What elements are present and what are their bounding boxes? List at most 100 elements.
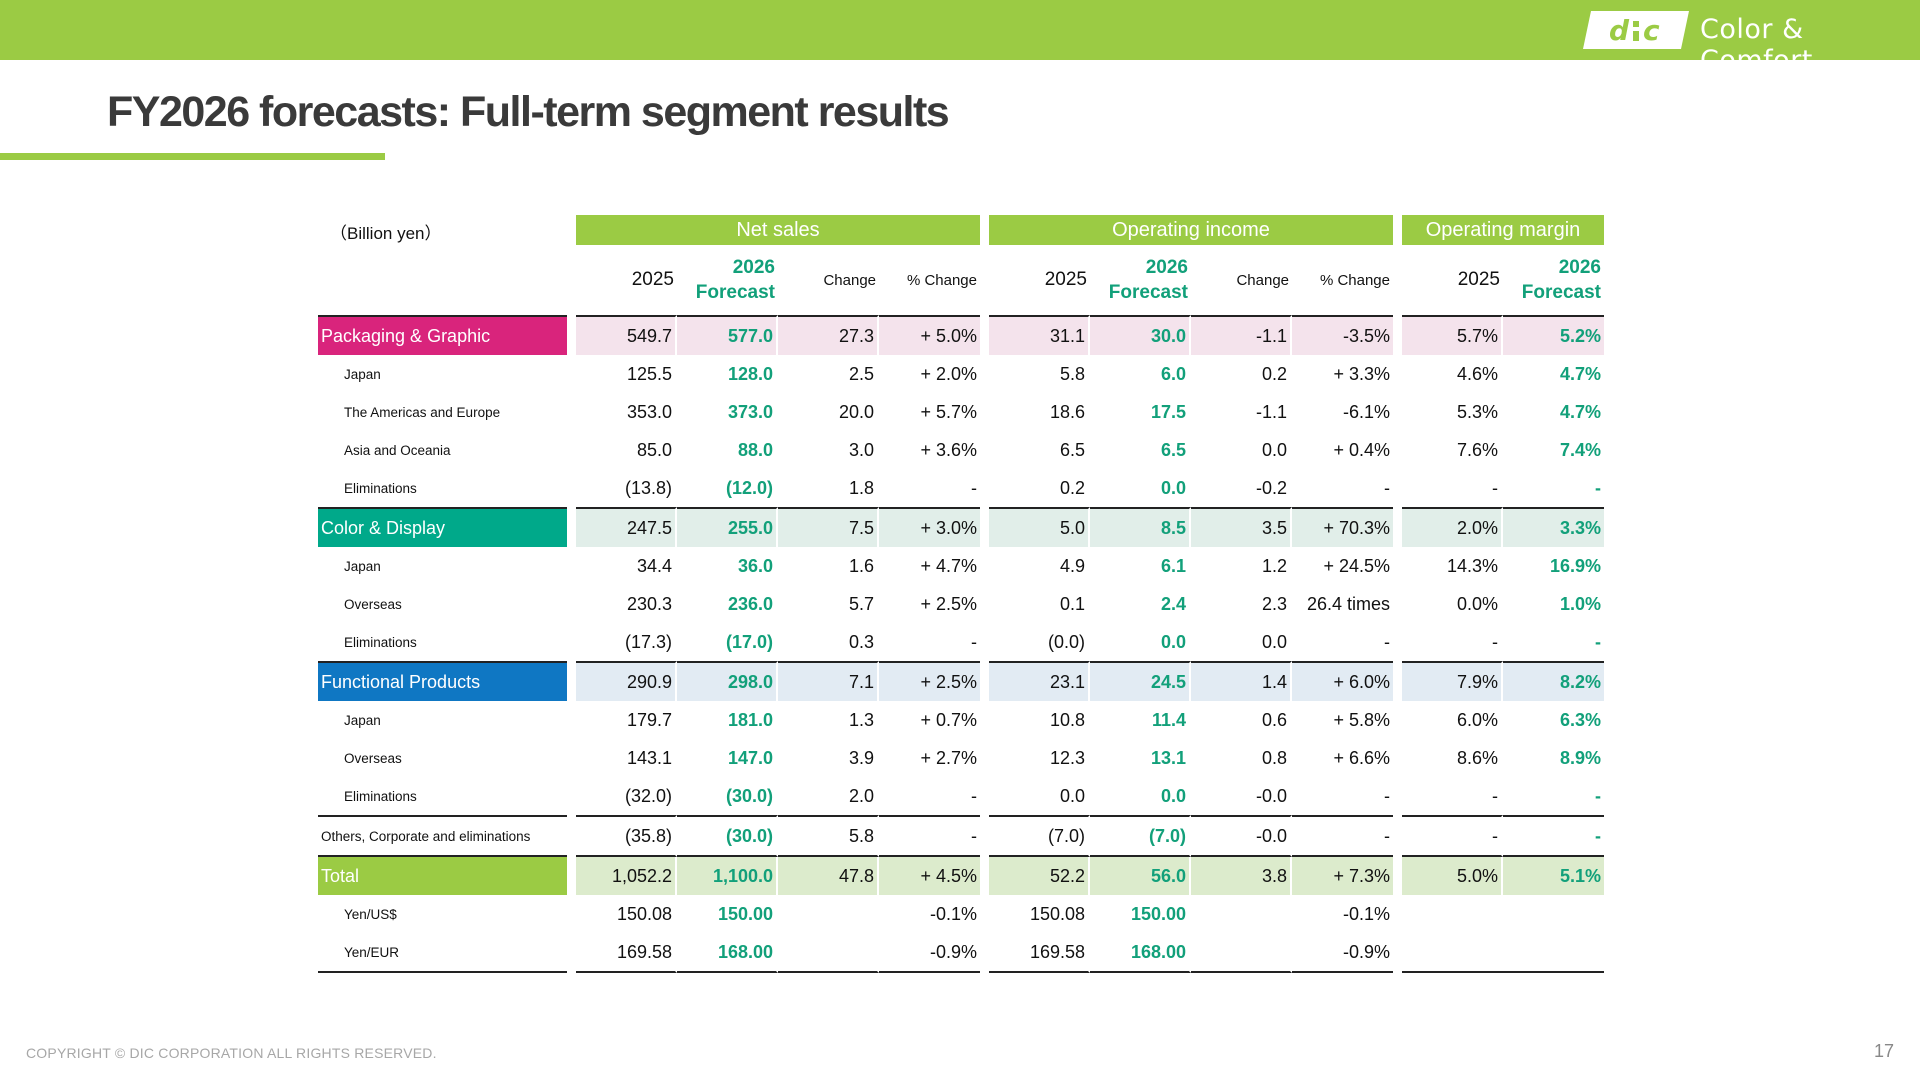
table-cell: 169.58 bbox=[989, 933, 1090, 973]
table-cell: -3.5% bbox=[1292, 315, 1393, 355]
table-cell: -0.1% bbox=[929, 903, 977, 924]
table-cell: 150.08 bbox=[576, 895, 677, 933]
table-cell: 7.5 bbox=[778, 507, 879, 547]
table-cell: (0.0) bbox=[989, 623, 1090, 661]
table-cell bbox=[1503, 895, 1604, 933]
col-2025: 2025 bbox=[1044, 269, 1087, 290]
table-cell: 549.7 bbox=[576, 315, 677, 355]
table-row: Color & Display 247.5 255.0 7.5 + 3.0% 5.0 8.5… bbox=[318, 507, 1604, 547]
table-cell: 4.7% bbox=[1559, 401, 1601, 422]
col-2025: 2025 bbox=[631, 269, 674, 290]
table-cell: - bbox=[1595, 477, 1601, 498]
table-cell: 0.0 bbox=[1090, 469, 1191, 507]
col-2026-forecast: 2026 Forecast bbox=[1108, 257, 1188, 303]
table-cell: + 70.3% bbox=[1292, 507, 1393, 547]
table-cell: - bbox=[1384, 785, 1390, 806]
table-cell: 31.1 bbox=[989, 315, 1090, 355]
table-cell: 3.9 bbox=[778, 739, 879, 777]
table-cell: 2.0 bbox=[778, 777, 879, 815]
table-cell: 2.5 bbox=[778, 355, 879, 393]
table-cell: 150.08 bbox=[989, 895, 1090, 933]
table-cell: 298.0 bbox=[677, 661, 778, 701]
table-cell: 3.8 bbox=[1191, 857, 1292, 895]
table-cell: 5.2% bbox=[1503, 315, 1604, 355]
table-cell: (7.0) bbox=[1090, 815, 1191, 857]
table-cell: 27.3 bbox=[778, 315, 879, 355]
copyright-notice: COPYRIGHT © DIC CORPORATION ALL RIGHTS R… bbox=[26, 1045, 437, 1061]
table-cell: 2.0% bbox=[1402, 507, 1503, 547]
table-cell: - bbox=[971, 631, 977, 652]
table-cell: 168.00 bbox=[677, 933, 778, 973]
table-cell: 36.0 bbox=[677, 547, 778, 585]
table-cell: -0.0 bbox=[1191, 815, 1292, 857]
table-row: Yen/EUR 169.58 168.00 -0.9% 169.58 168.00 -0.9… bbox=[318, 933, 1604, 973]
table-row: Eliminations (13.8) (12.0) 1.8-0.2 0.0 -0.2- -… bbox=[318, 469, 1604, 507]
table-cell: 1.8 bbox=[778, 469, 879, 507]
table-cell: + 4.5% bbox=[879, 857, 980, 895]
row-label: Overseas bbox=[344, 596, 402, 612]
table-cell: -0.9% bbox=[1292, 933, 1393, 973]
unit-label: （Billion yen） bbox=[330, 224, 442, 243]
table-row: Eliminations (17.3) (17.0) 0.3- (0.0) 0.0 0.0-… bbox=[318, 623, 1604, 661]
table-cell: - bbox=[971, 785, 977, 806]
table-row: Overseas 230.3 236.0 5.7 + 2.5% 0.1 2.4 2.3 26.4… bbox=[318, 585, 1604, 623]
table-cell: 353.0 bbox=[576, 393, 677, 431]
col-2026-forecast: 2026 Forecast bbox=[1521, 257, 1601, 303]
table-cell: 6.1 bbox=[1090, 547, 1191, 585]
table-row: Asia and Oceania 85.0 88.0 3.0 + 3.6% 6.5 6.5 0… bbox=[318, 431, 1604, 469]
row-label: Japan bbox=[344, 712, 381, 728]
table-cell: 1.0% bbox=[1559, 593, 1601, 614]
table-cell: - bbox=[1595, 631, 1601, 652]
table-cell: 18.6 bbox=[989, 393, 1090, 431]
table-cell: (35.8) bbox=[576, 815, 677, 857]
top-banner: d c Color & Comfort bbox=[0, 0, 1920, 76]
table-cell: + 0.4% bbox=[1333, 439, 1390, 460]
table-cell: 8.5 bbox=[1090, 507, 1191, 547]
row-label: Packaging & Graphic bbox=[318, 315, 567, 355]
operating-margin-header: Operating margin bbox=[1402, 215, 1604, 245]
table-cell: 230.3 bbox=[576, 585, 677, 623]
table-cell: + 2.5% bbox=[920, 593, 977, 614]
table-cell: 5.3% bbox=[1402, 393, 1503, 431]
table-cell: 17.5 bbox=[1090, 393, 1191, 431]
brand-tagline: Color & Comfort bbox=[1700, 14, 1813, 76]
table-cell: 128.0 bbox=[677, 355, 778, 393]
row-label: The Americas and Europe bbox=[344, 404, 501, 420]
page-number: 17 bbox=[1873, 1041, 1894, 1061]
table-cell: -0.1% bbox=[1342, 903, 1390, 924]
table-cell: 147.0 bbox=[677, 739, 778, 777]
table-row: Overseas 143.1 147.0 3.9 + 2.7% 12.3 13.1 0.8 + … bbox=[318, 739, 1604, 777]
table-cell: 16.9% bbox=[1549, 555, 1601, 576]
table-cell: (17.3) bbox=[576, 623, 677, 661]
table-cell: 8.9% bbox=[1559, 747, 1601, 768]
table-cell: 1.6 bbox=[778, 547, 879, 585]
table-cell: 8.6% bbox=[1402, 739, 1503, 777]
table-cell: (13.8) bbox=[576, 469, 677, 507]
svg-text:c: c bbox=[1643, 14, 1660, 47]
table-cell: 7.9% bbox=[1402, 661, 1503, 701]
table-cell: 143.1 bbox=[576, 739, 677, 777]
table-cell: 3.0 bbox=[778, 431, 879, 469]
table-cell: 4.6% bbox=[1402, 355, 1503, 393]
table-cell: 26.4 times bbox=[1306, 593, 1390, 614]
table-cell: + 6.6% bbox=[1333, 747, 1390, 768]
table-cell: 373.0 bbox=[677, 393, 778, 431]
table-cell: 52.2 bbox=[989, 857, 1090, 895]
table-cell: 5.7 bbox=[778, 585, 879, 623]
table-row: Japan 125.5 128.0 2.5 + 2.0% 5.8 6.0 0.2 + 3.3% 4… bbox=[318, 355, 1604, 393]
table-cell: + 2.7% bbox=[920, 747, 977, 768]
table-cell: 3.3% bbox=[1503, 507, 1604, 547]
table-cell: 179.7 bbox=[576, 701, 677, 739]
svg-text:d: d bbox=[1609, 14, 1630, 47]
table-cell: + 24.5% bbox=[1323, 555, 1390, 576]
table-cell: 7.1 bbox=[778, 661, 879, 701]
table-cell: - bbox=[971, 477, 977, 498]
table-row: Japan 34.4 36.0 1.6 + 4.7% 4.9 6.1 1.2 + 24.5% 14… bbox=[318, 547, 1604, 585]
table-cell: 4.7% bbox=[1559, 363, 1601, 384]
row-label: Japan bbox=[344, 558, 381, 574]
table-cell: 20.0 bbox=[778, 393, 879, 431]
table-cell: 0.0 bbox=[1090, 623, 1191, 661]
table-cell: 6.0% bbox=[1402, 701, 1503, 739]
table-cell: (32.0) bbox=[576, 777, 677, 815]
row-label: Eliminations bbox=[344, 634, 417, 650]
